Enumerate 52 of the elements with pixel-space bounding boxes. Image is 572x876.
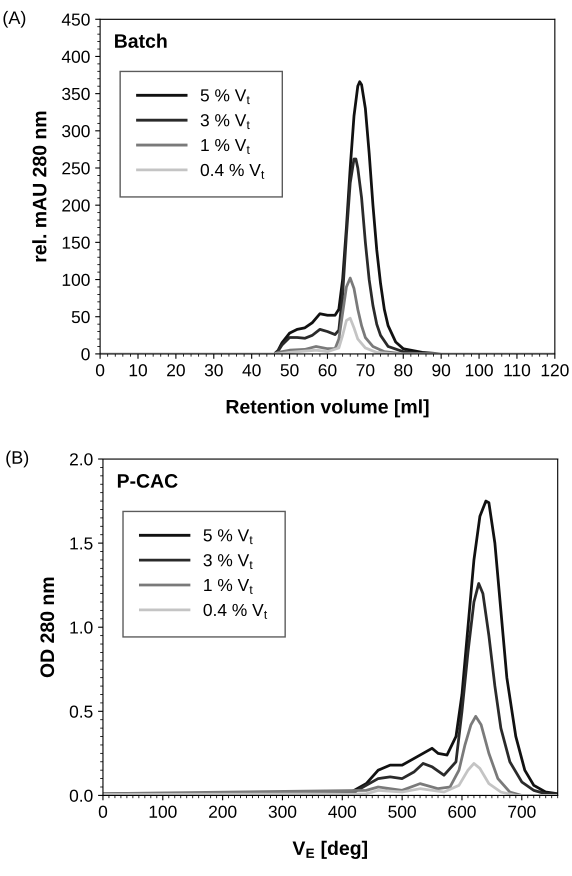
x-tick-label: 300 bbox=[268, 806, 296, 818]
y-tick-label: 400 bbox=[62, 50, 90, 63]
legend-label: 5 % V$_{t}$ bbox=[200, 89, 250, 104]
text: Batch bbox=[115, 34, 167, 48]
x-tick-label: 700 bbox=[508, 806, 536, 818]
text: (B) bbox=[6, 450, 28, 468]
y-tick-label: 250 bbox=[62, 162, 90, 174]
x-tick-label: 120 bbox=[542, 364, 569, 376]
legend-label: 1 % V$_{t}$ bbox=[201, 138, 250, 154]
x-tick-label: 0 bbox=[96, 364, 104, 376]
y-tick-label: 450 bbox=[62, 13, 90, 26]
y-tick-label: 350 bbox=[62, 88, 90, 100]
y-tick-label: 1.5 bbox=[70, 537, 93, 550]
x-tick-label: 400 bbox=[328, 806, 356, 818]
y-tick-label: 1.0 bbox=[70, 621, 93, 634]
x-tick-label: 20 bbox=[167, 364, 185, 376]
x-axis-title: V$_{E}$ [deg] bbox=[292, 840, 367, 859]
legend-label: 3 % V$_{t}$ bbox=[204, 554, 253, 570]
x-tick-label: 90 bbox=[432, 364, 450, 376]
x-tick-label: 100 bbox=[466, 364, 493, 376]
text: P-CAC bbox=[118, 474, 178, 488]
y-axis-title: rel. mAU 280 nm bbox=[32, 112, 46, 262]
y-tick-label: 200 bbox=[62, 199, 90, 212]
x-tick-label: 80 bbox=[394, 364, 412, 376]
legend-label: 3 % V$_{t}$ bbox=[200, 114, 250, 130]
y-tick-label: 50 bbox=[72, 310, 90, 324]
legend-label: 5 % V$_{t}$ bbox=[204, 529, 253, 544]
text: (A) bbox=[3, 10, 26, 28]
y-axis-title: OD 280 nm bbox=[40, 578, 54, 678]
x-tick-label: 50 bbox=[280, 364, 299, 376]
y-tick-label: 0.0 bbox=[70, 790, 93, 802]
x-axis-title: Retention volume [ml] bbox=[226, 399, 428, 418]
x-tick-label: 70 bbox=[356, 364, 374, 376]
y-tick-label: 0.5 bbox=[70, 705, 93, 718]
x-tick-label: 30 bbox=[204, 364, 223, 376]
legend-label: 0.4 % V$_{t}$ bbox=[200, 164, 264, 179]
x-tick-label: 60 bbox=[318, 364, 336, 376]
x-tick-label: 0 bbox=[98, 806, 108, 818]
y-tick-label: 2.0 bbox=[70, 453, 93, 466]
y-tick-label: 300 bbox=[62, 124, 90, 138]
y-tick-label: 150 bbox=[62, 236, 90, 249]
legend-label: 1 % V$_{t}$ bbox=[204, 578, 253, 594]
legend-label: 0.4 % V$_{t}$ bbox=[204, 604, 268, 619]
x-tick-label: 100 bbox=[150, 806, 177, 818]
x-tick-label: 200 bbox=[209, 806, 236, 818]
x-tick-label: 40 bbox=[242, 364, 261, 376]
y-tick-label: 100 bbox=[62, 274, 90, 286]
x-tick-label: 10 bbox=[130, 364, 147, 376]
x-tick-label: 500 bbox=[388, 806, 416, 818]
x-tick-label: 110 bbox=[504, 364, 530, 376]
y-tick-label: 0 bbox=[81, 348, 90, 360]
x-tick-label: 600 bbox=[448, 806, 476, 818]
